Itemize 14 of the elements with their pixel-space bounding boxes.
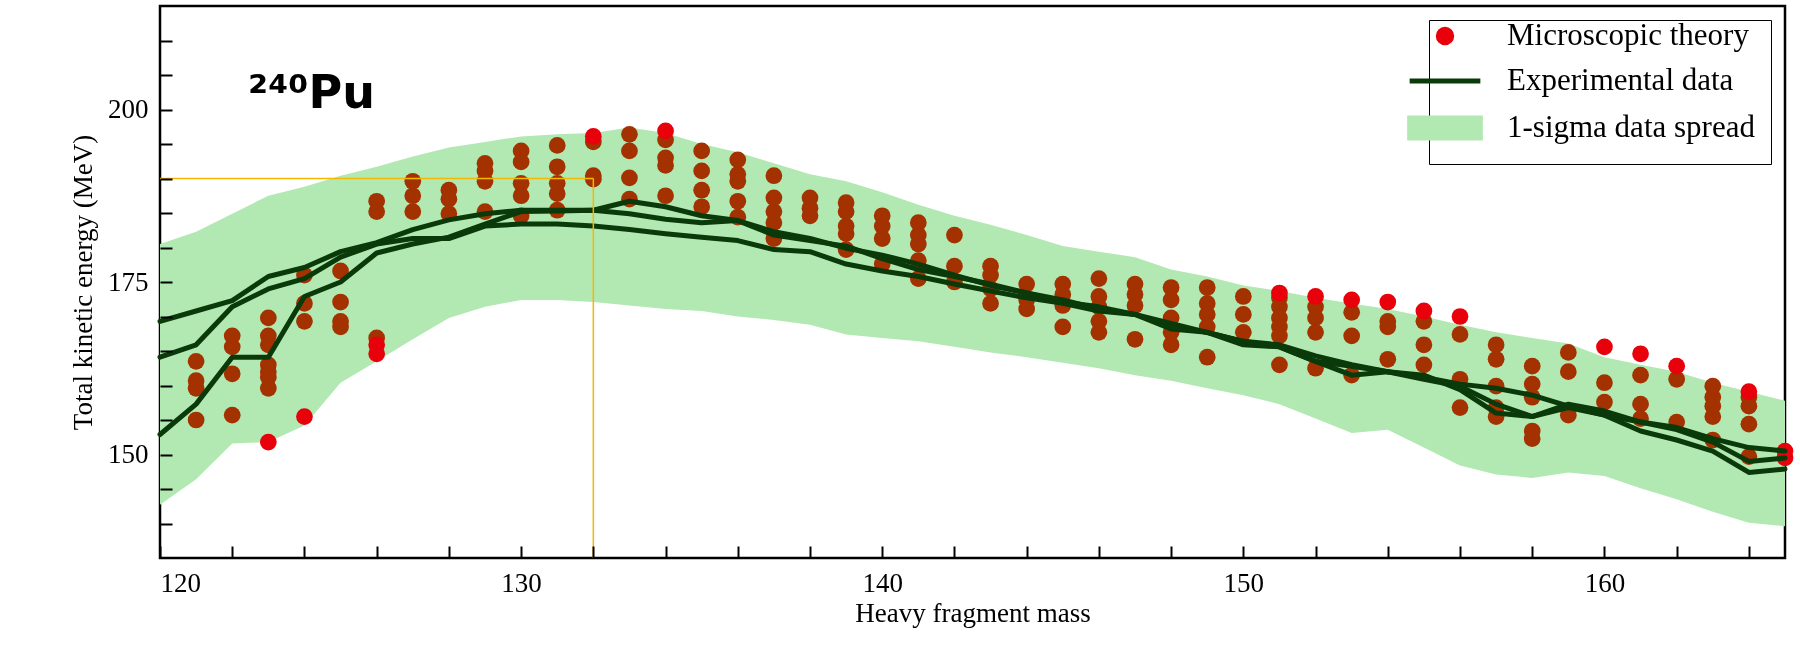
x-tick-label: 130 [501,567,542,598]
x-tick-label: 160 [1584,567,1626,598]
y-axis-title: Total kinetic energy (MeV) [68,134,98,431]
x-tick-label: 150 [1223,567,1265,598]
legend-label: Microscopic theory [1507,17,1750,52]
y-tick-label: 150 [108,439,149,469]
y-tick-label: 175 [108,266,149,297]
y-tick-label: 200 [108,94,149,124]
x-axis-title: Heavy fragment mass [855,597,1091,628]
legend-label: 1-sigma data spread [1507,109,1756,144]
legend-label: Experimental data [1507,62,1734,97]
x-tick-label: 120 [160,567,201,598]
x-tick-label: 140 [862,567,903,598]
annotation: ²⁴⁰Pu [248,65,375,119]
